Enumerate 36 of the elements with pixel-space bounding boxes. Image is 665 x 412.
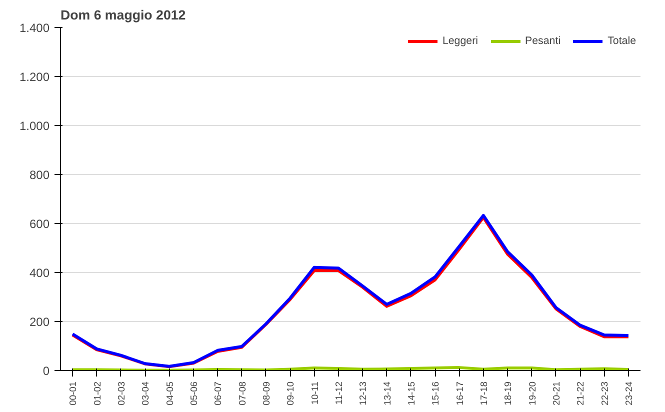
y-tick-label: 1.400 bbox=[19, 21, 50, 35]
x-tick-label: 23-24 bbox=[624, 382, 634, 406]
x-tick-label: 20-21 bbox=[551, 382, 562, 406]
y-tick-label: 600 bbox=[29, 217, 50, 231]
legend-label: Pesanti bbox=[525, 35, 561, 47]
x-tick-label: 10-11 bbox=[310, 381, 320, 405]
x-tick-label: 19-20 bbox=[527, 382, 538, 406]
x-tick-label: 06-07 bbox=[213, 382, 224, 406]
y-tick-label: 1.000 bbox=[19, 119, 50, 133]
x-tick-label: 18-19 bbox=[503, 382, 514, 406]
y-tick-label: 200 bbox=[29, 315, 50, 329]
x-tick-label: 03-04 bbox=[140, 382, 151, 406]
x-tick-label: 05-06 bbox=[188, 382, 199, 406]
x-tick-label: 22-23 bbox=[600, 382, 610, 406]
x-tick-label: 21-22 bbox=[576, 382, 586, 406]
x-tick-label: 15-16 bbox=[430, 382, 441, 406]
y-tick-label: 400 bbox=[29, 266, 50, 280]
legend-label: Leggeri bbox=[442, 35, 478, 47]
x-tick-label: 01-02 bbox=[92, 382, 102, 406]
x-tick-label: 08-09 bbox=[261, 382, 272, 406]
y-tick-label: 1.200 bbox=[19, 70, 50, 84]
x-tick-label: 00-01 bbox=[68, 382, 78, 406]
x-tick-label: 11-12 bbox=[334, 381, 344, 405]
x-tick-label: 12-13 bbox=[358, 382, 368, 406]
x-tick-label: 17-18 bbox=[478, 382, 489, 406]
x-tick-label: 04-05 bbox=[164, 382, 175, 406]
y-tick-label: 800 bbox=[29, 168, 50, 182]
legend-label: Totale bbox=[608, 35, 636, 47]
x-tick-label: 16-17 bbox=[454, 382, 465, 406]
y-tick-label: 0 bbox=[42, 364, 50, 378]
x-tick-label: 02-03 bbox=[116, 382, 126, 406]
x-tick-label: 07-08 bbox=[237, 382, 248, 406]
chart-title: Dom 6 maggio 2012 bbox=[60, 8, 186, 22]
x-tick-label: 13-14 bbox=[382, 382, 392, 406]
x-tick-label: 14-15 bbox=[406, 382, 416, 406]
x-tick-label: 09-10 bbox=[286, 382, 296, 406]
